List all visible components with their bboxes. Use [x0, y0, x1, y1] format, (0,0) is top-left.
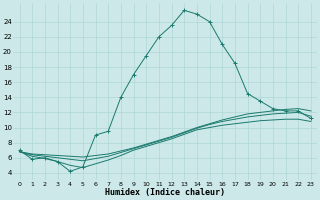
X-axis label: Humidex (Indice chaleur): Humidex (Indice chaleur)	[105, 188, 225, 197]
